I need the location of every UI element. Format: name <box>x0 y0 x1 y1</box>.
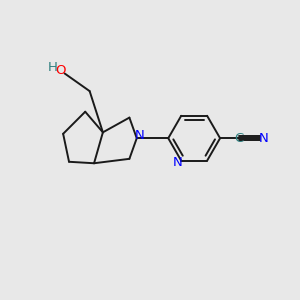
Text: N: N <box>258 132 268 145</box>
Text: N: N <box>135 129 145 142</box>
Text: N: N <box>173 156 183 169</box>
Text: C: C <box>235 132 244 145</box>
Text: O: O <box>55 64 66 77</box>
Text: H: H <box>48 61 58 74</box>
